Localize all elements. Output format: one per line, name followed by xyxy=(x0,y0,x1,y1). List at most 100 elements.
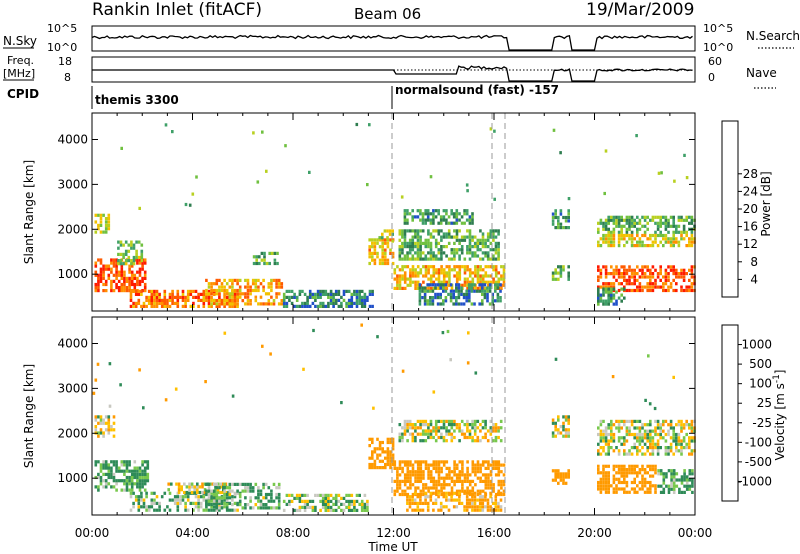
data-cell xyxy=(419,492,423,497)
data-cell xyxy=(188,203,192,207)
data-cell xyxy=(254,503,258,507)
data-cell xyxy=(285,304,289,308)
data-cell xyxy=(171,301,174,305)
data-cell xyxy=(270,506,273,510)
data-cell xyxy=(408,248,412,252)
data-cell xyxy=(494,505,498,509)
data-cell xyxy=(617,464,621,468)
data-cell xyxy=(142,501,146,505)
data-cell xyxy=(401,277,404,281)
data-cell xyxy=(373,261,377,266)
data-cell xyxy=(664,439,668,443)
data-cell xyxy=(612,272,616,276)
data-cell xyxy=(353,502,356,506)
data-cell xyxy=(308,499,312,503)
data-cell xyxy=(429,232,433,236)
data-cell xyxy=(432,426,435,430)
data-cell xyxy=(435,277,438,281)
data-cell xyxy=(102,230,105,234)
data-cell xyxy=(620,227,623,231)
data-cell xyxy=(306,502,309,506)
data-cell xyxy=(604,237,608,241)
data-cell xyxy=(371,453,374,457)
data-cell xyxy=(324,292,328,296)
data-cell xyxy=(396,479,399,483)
data-cell xyxy=(623,442,626,446)
data-cell xyxy=(371,456,374,460)
data-cell xyxy=(448,277,451,281)
data-cell xyxy=(115,463,118,467)
data-cell xyxy=(427,277,430,281)
data-cell xyxy=(623,275,626,279)
data-cell xyxy=(102,273,105,277)
data-cell xyxy=(439,292,442,296)
data-cell xyxy=(483,296,487,300)
data-cell xyxy=(202,301,206,305)
data-cell xyxy=(484,479,488,483)
data-cell xyxy=(597,285,600,289)
data-cell xyxy=(150,304,154,308)
data-cell xyxy=(434,491,438,495)
data-cell xyxy=(189,289,193,293)
data-cell xyxy=(567,469,570,473)
data-cell xyxy=(641,265,644,269)
data-cell xyxy=(102,460,105,464)
data-cell xyxy=(277,302,281,306)
data-cell xyxy=(421,432,425,436)
data-cell xyxy=(597,452,600,456)
data-cell xyxy=(155,292,159,296)
data-cell xyxy=(189,304,193,308)
data-cell xyxy=(123,282,126,287)
data-cell xyxy=(303,304,307,308)
data-cell xyxy=(308,170,311,174)
data-cell xyxy=(173,495,177,499)
data-cell xyxy=(429,470,433,474)
data-cell xyxy=(458,495,461,499)
freq-tick-bottom: 8 xyxy=(64,71,71,84)
data-cell xyxy=(554,478,557,482)
data-cell xyxy=(97,415,100,419)
data-cell xyxy=(168,498,172,502)
data-cell xyxy=(99,415,103,419)
data-cell xyxy=(386,261,390,266)
data-cell xyxy=(207,503,211,507)
data-cell xyxy=(282,292,286,296)
data-cell xyxy=(607,480,610,485)
data-cell xyxy=(602,474,605,478)
data-cell xyxy=(636,221,639,225)
data-cell xyxy=(604,439,608,443)
data-cell xyxy=(444,289,448,293)
data-cell xyxy=(659,490,663,494)
data-cell xyxy=(610,218,613,222)
data-cell xyxy=(138,368,141,372)
data-cell xyxy=(303,301,307,305)
data-cell xyxy=(368,466,371,470)
data-cell xyxy=(138,488,142,492)
cpid-row: CPID themis 3300 normalsound (fast) -157 xyxy=(7,83,559,109)
data-cell xyxy=(416,460,420,464)
data-cell xyxy=(424,257,428,261)
data-cell xyxy=(184,501,187,505)
data-cell xyxy=(424,491,427,495)
data-cell xyxy=(630,240,634,244)
data-cell xyxy=(497,463,501,467)
data-cell xyxy=(628,468,631,472)
data-cell xyxy=(104,415,108,419)
data-cell xyxy=(231,489,234,493)
data-cell xyxy=(641,468,644,472)
data-cell xyxy=(486,235,490,239)
data-cell xyxy=(690,449,694,453)
data-cell xyxy=(416,245,420,249)
data-cell xyxy=(194,495,198,499)
data-cell xyxy=(468,473,472,477)
data-cell xyxy=(99,267,103,271)
data-cell xyxy=(288,298,291,302)
data-cell xyxy=(427,268,430,272)
data-cell xyxy=(413,491,417,495)
data-cell xyxy=(688,442,691,446)
data-cell xyxy=(254,288,258,293)
data-cell xyxy=(97,286,100,290)
data-cell xyxy=(176,301,180,305)
data-cell xyxy=(630,480,634,485)
data-cell xyxy=(677,436,681,440)
